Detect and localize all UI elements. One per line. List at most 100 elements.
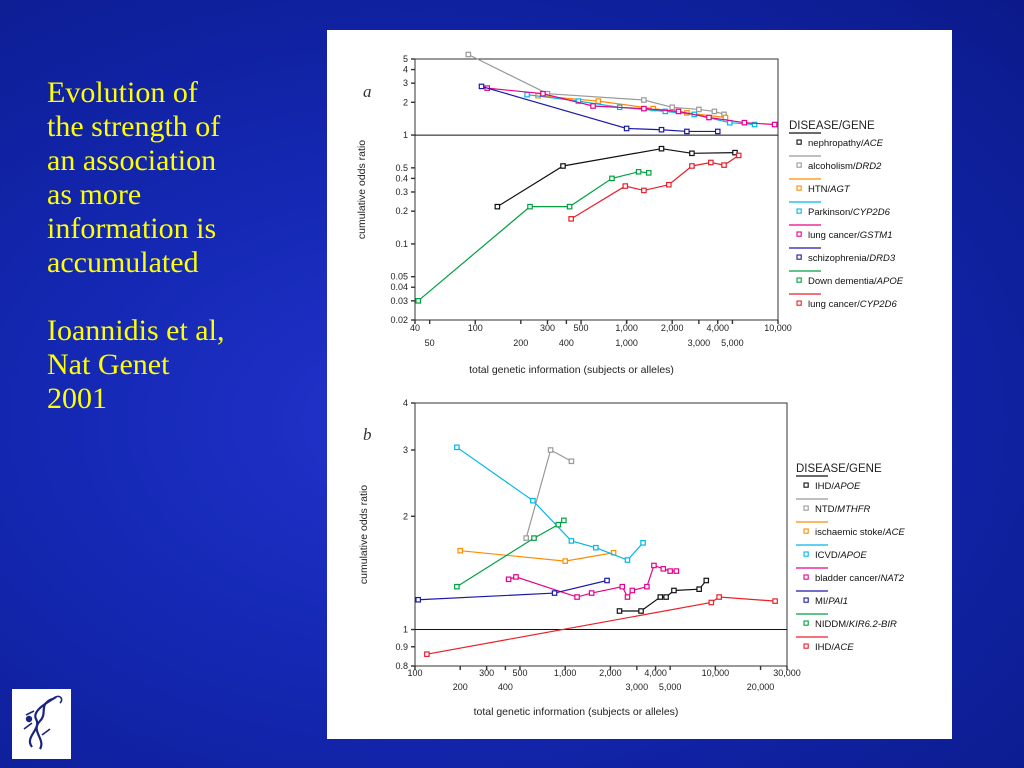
- legend-gene: GSTM1: [860, 230, 893, 241]
- x-tick-label: 1,000: [554, 668, 577, 678]
- legend-label: lung cancer/CYP2D6: [808, 299, 897, 310]
- x-tick-label: 3,000: [688, 338, 711, 348]
- legend-gene: ACE: [862, 138, 883, 149]
- data-point: [696, 106, 702, 113]
- data-point: [644, 583, 650, 590]
- data-point: [457, 547, 464, 554]
- data-point: [624, 594, 631, 600]
- y-tick-label: 2: [403, 511, 408, 521]
- y-tick-label: 0.4: [395, 173, 408, 183]
- citation-line: Nat Genet: [47, 348, 170, 381]
- legend-gene: ACE: [833, 642, 854, 653]
- title-line: the strength of: [47, 110, 221, 143]
- legend-disease: ICVD/: [815, 550, 841, 561]
- logo: [12, 689, 71, 759]
- data-point: [566, 203, 573, 210]
- y-tick-label: 0.8: [395, 661, 408, 671]
- series-line: [487, 87, 775, 126]
- y-tick-label: 0.3: [395, 187, 408, 197]
- data-point: [721, 162, 727, 168]
- series-icvd-apoe: [454, 444, 646, 563]
- data-point: [732, 149, 738, 156]
- data-point: [640, 540, 646, 546]
- legend-disease: IHD/: [815, 642, 834, 653]
- data-point: [671, 587, 677, 594]
- x-tick-label: 4,000: [706, 323, 729, 333]
- y-tick-label: 0.03: [390, 296, 408, 306]
- legend-disease: ischaemic stoke/: [815, 527, 886, 538]
- x-tick-label: 300: [479, 668, 494, 678]
- legend-disease: MI/: [815, 596, 829, 607]
- data-point: [568, 458, 575, 465]
- x-tick-label: 100: [468, 323, 483, 333]
- data-point: [524, 91, 530, 98]
- legend-label: ICVD/APOE: [815, 550, 867, 561]
- spacer: [47, 280, 317, 314]
- legend-disease: Down dementia/: [808, 276, 877, 287]
- x-tick-label: 10,000: [702, 668, 730, 678]
- series-line: [456, 446, 644, 561]
- legend-disease: nephropathy/: [808, 138, 864, 149]
- legend-label: NTD/MTHFR: [815, 504, 871, 515]
- series-schizophrenia-drd3: [478, 83, 721, 135]
- data-point: [478, 83, 485, 90]
- series-alcoholism-drd2: [465, 51, 727, 118]
- data-point: [505, 576, 512, 583]
- data-point: [716, 594, 722, 600]
- data-point: [684, 128, 690, 135]
- legend-label: schizophrenia/DRD3: [808, 253, 896, 264]
- data-point: [635, 168, 642, 175]
- y-tick-label: 1: [403, 130, 408, 140]
- legend-marker: [803, 551, 809, 557]
- citation-line: Ioannidis et al,: [47, 314, 225, 347]
- legend-gene: APOE: [833, 481, 861, 492]
- x-tick-label: 300: [540, 323, 555, 333]
- data-point: [424, 651, 430, 657]
- series-lung-cancer-gstm1: [484, 85, 778, 128]
- series-mi-pai1: [415, 577, 610, 603]
- legend-gene: ACE: [884, 527, 905, 538]
- x-axis-title: total genetic information (subjects or a…: [474, 706, 679, 718]
- legend-disease: NTD/: [815, 504, 838, 515]
- data-point: [645, 170, 652, 176]
- data-point: [706, 114, 712, 121]
- y-tick-label: 0.1: [395, 239, 408, 249]
- legend: DISEASE/GENE nephropathy/ACE alcoholism/DR…: [789, 120, 904, 310]
- data-point: [708, 599, 715, 606]
- legend-gene: PAI1: [828, 596, 848, 607]
- data-point: [562, 558, 568, 564]
- y-axis-title: cumulative odds ratio: [356, 140, 368, 239]
- legend-marker: [796, 300, 802, 306]
- data-point: [415, 596, 421, 603]
- data-point: [415, 298, 422, 304]
- data-point: [622, 183, 629, 189]
- y-tick-label: 4: [403, 65, 408, 75]
- legend-disease: Parkinson/: [808, 207, 853, 218]
- data-point: [660, 566, 667, 572]
- data-point: [741, 119, 748, 126]
- x-tick-label: 200: [513, 338, 528, 348]
- x-tick-label: 30,000: [773, 668, 801, 678]
- series-line: [525, 449, 572, 539]
- data-point: [689, 150, 695, 157]
- data-point: [696, 586, 702, 592]
- x-axis-title: total genetic information (subjects or a…: [469, 364, 674, 376]
- title-line: accumulated: [47, 246, 199, 279]
- title-line: information is: [47, 212, 217, 245]
- citation: Ioannidis et al, Nat Genet 2001: [47, 314, 317, 416]
- y-tick-label: 0.5: [395, 163, 408, 173]
- series-ntd-mthfr: [523, 447, 575, 541]
- chart-panel-a: a 0.02 0.03 0.040.05 0.1 0.2 0.3 0.40.5 1 2 3 45 40 1…: [356, 51, 904, 376]
- data-point: [575, 98, 582, 104]
- legend: DISEASE/GENE IHD/APOE NTD/MTHFR ischaemic s…: [796, 463, 905, 653]
- data-point: [714, 128, 721, 135]
- legend-marker: [803, 528, 809, 534]
- plot-frame: [414, 58, 779, 321]
- x-tick-label: 40: [410, 323, 420, 333]
- data-point: [616, 608, 623, 614]
- legend-gene: CYP2D6: [860, 299, 898, 310]
- data-point: [547, 447, 554, 453]
- x-tick-label: 3,000: [626, 682, 649, 692]
- y-tick-label: 3: [403, 78, 408, 88]
- legend-title: DISEASE/GENE: [789, 120, 875, 132]
